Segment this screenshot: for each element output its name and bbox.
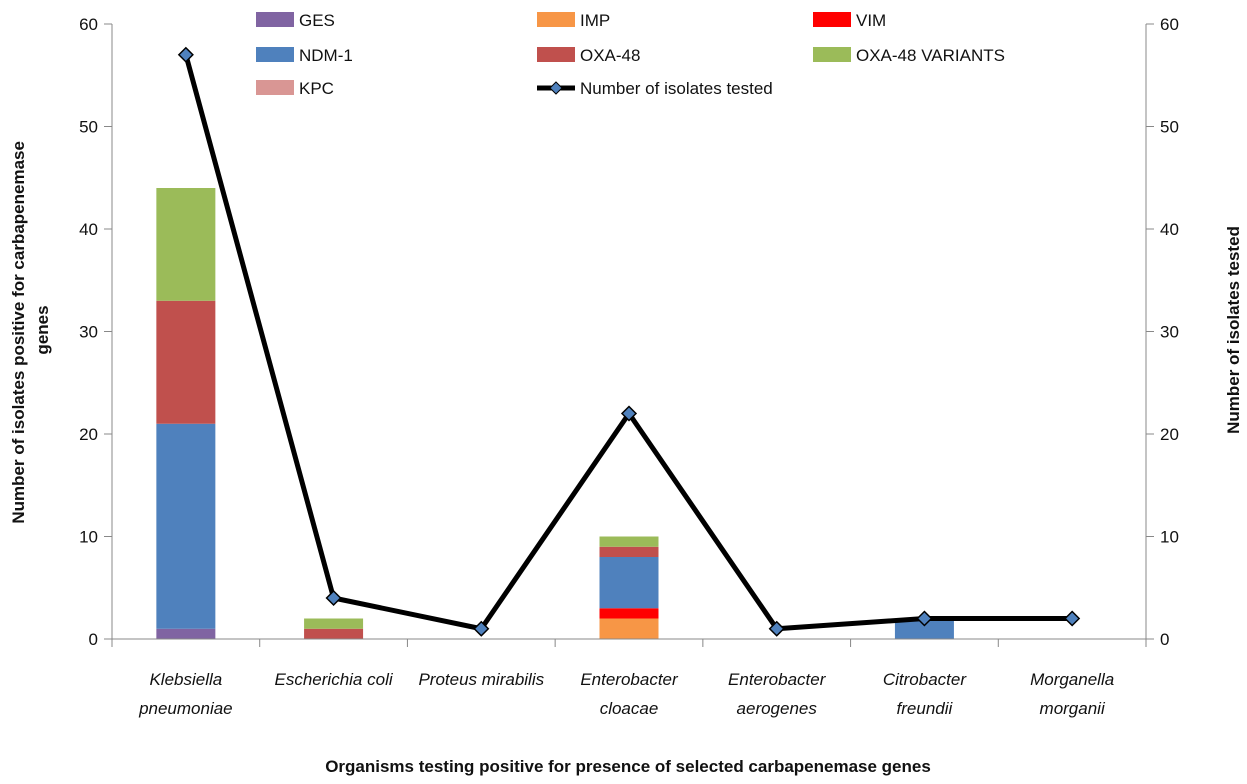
left-axis-title-line-2: genes <box>33 305 52 354</box>
tested-point <box>916 610 933 627</box>
category-label-line: morganii <box>1040 699 1106 718</box>
legend: GES IMP VIM NDM-1 OXA-48 OXA-48 VARIANTS KPC Nu… <box>256 11 1005 98</box>
legend-label: OXA-48 <box>580 46 640 65</box>
bar-segment <box>599 536 659 547</box>
right-tick-label: 50 <box>1160 118 1179 137</box>
left-axis-title-line-1: Number of isolates positive for carbapen… <box>9 141 28 524</box>
labels-layer: 0 0 10 10 20 20 30 30 40 40 50 50 60 60 Klebsiella pneu… <box>79 15 1179 718</box>
right-tick-label: 10 <box>1160 528 1179 547</box>
left-tick-label: 20 <box>79 425 98 444</box>
left-tick-label: 40 <box>79 220 98 239</box>
left-axis-title: Number of isolates positive for carbapen… <box>9 136 52 523</box>
tested-point <box>768 620 785 637</box>
category-label: Morganella morganii <box>1030 670 1114 718</box>
category-label-line: Citrobacter <box>883 670 967 689</box>
legend-swatch <box>537 12 575 27</box>
category-label: Proteus mirabilis <box>418 670 544 689</box>
legend-label: OXA-48 VARIANTS <box>856 46 1005 65</box>
left-tick-label: 30 <box>79 323 98 342</box>
right-tick-label: 60 <box>1160 15 1179 34</box>
legend-swatch <box>256 12 294 27</box>
tested-point <box>325 589 342 607</box>
bar-segment <box>156 300 216 424</box>
tested-point <box>473 620 490 637</box>
bar-segment <box>599 557 659 609</box>
left-tick-label: 50 <box>79 118 98 137</box>
legend-label: Number of isolates tested <box>580 79 773 98</box>
right-tick-label: 0 <box>1160 630 1169 649</box>
left-tick-label: 0 <box>89 630 98 649</box>
category-label: Enterobacter cloacae <box>580 670 679 718</box>
category-label-line: Morganella <box>1030 670 1114 689</box>
legend-swatch <box>813 47 851 62</box>
right-axis-title: Number of isolates tested <box>1224 226 1243 434</box>
left-tick-label: 60 <box>79 15 98 34</box>
bar-segment <box>304 618 364 629</box>
bar-segment <box>599 608 659 619</box>
axes-layer <box>104 23 1154 647</box>
category-label: Enterobacter aerogenes <box>728 670 827 718</box>
legend-label: KPC <box>299 79 334 98</box>
category-label-line: Proteus mirabilis <box>418 670 544 689</box>
legend-swatch <box>256 47 294 62</box>
legend-label: IMP <box>580 11 610 30</box>
bar-segment <box>599 618 659 639</box>
category-label: Klebsiella pneumoniae <box>138 670 233 718</box>
category-label-line: Enterobacter <box>580 670 679 689</box>
legend-swatch <box>813 12 851 27</box>
category-label-line: pneumoniae <box>138 699 233 718</box>
category-label-line: Klebsiella <box>149 670 222 689</box>
legend-label: NDM-1 <box>299 46 353 65</box>
bar-segment <box>156 628 216 639</box>
category-label-line: aerogenes <box>737 699 818 718</box>
category-label-line: freundii <box>897 699 954 718</box>
legend-swatch <box>256 80 294 95</box>
category-label: Citrobacter freundii <box>883 670 967 718</box>
legend-line-marker <box>549 81 563 95</box>
bars-layer <box>156 188 954 639</box>
right-tick-label: 20 <box>1160 425 1179 444</box>
bar-segment <box>156 188 216 301</box>
bar-segment <box>156 423 216 629</box>
legend-label: GES <box>299 11 335 30</box>
category-label-line: Escherichia coli <box>275 670 394 689</box>
tested-point <box>1064 610 1081 627</box>
right-tick-label: 40 <box>1160 220 1179 239</box>
line-layer <box>177 46 1081 637</box>
left-tick-label: 10 <box>79 528 98 547</box>
bar-segment <box>599 546 659 557</box>
category-label: Escherichia coli <box>275 670 394 689</box>
category-label-line: cloacae <box>600 699 659 718</box>
right-tick-label: 30 <box>1160 323 1179 342</box>
tested-point <box>620 405 638 422</box>
category-label-line: Enterobacter <box>728 670 827 689</box>
legend-swatch <box>537 47 575 62</box>
tested-point <box>177 46 194 63</box>
x-axis-title: Organisms testing positive for presence … <box>325 757 931 776</box>
legend-label: VIM <box>856 11 886 30</box>
bar-segment <box>304 628 364 639</box>
bar-segment <box>894 618 954 639</box>
